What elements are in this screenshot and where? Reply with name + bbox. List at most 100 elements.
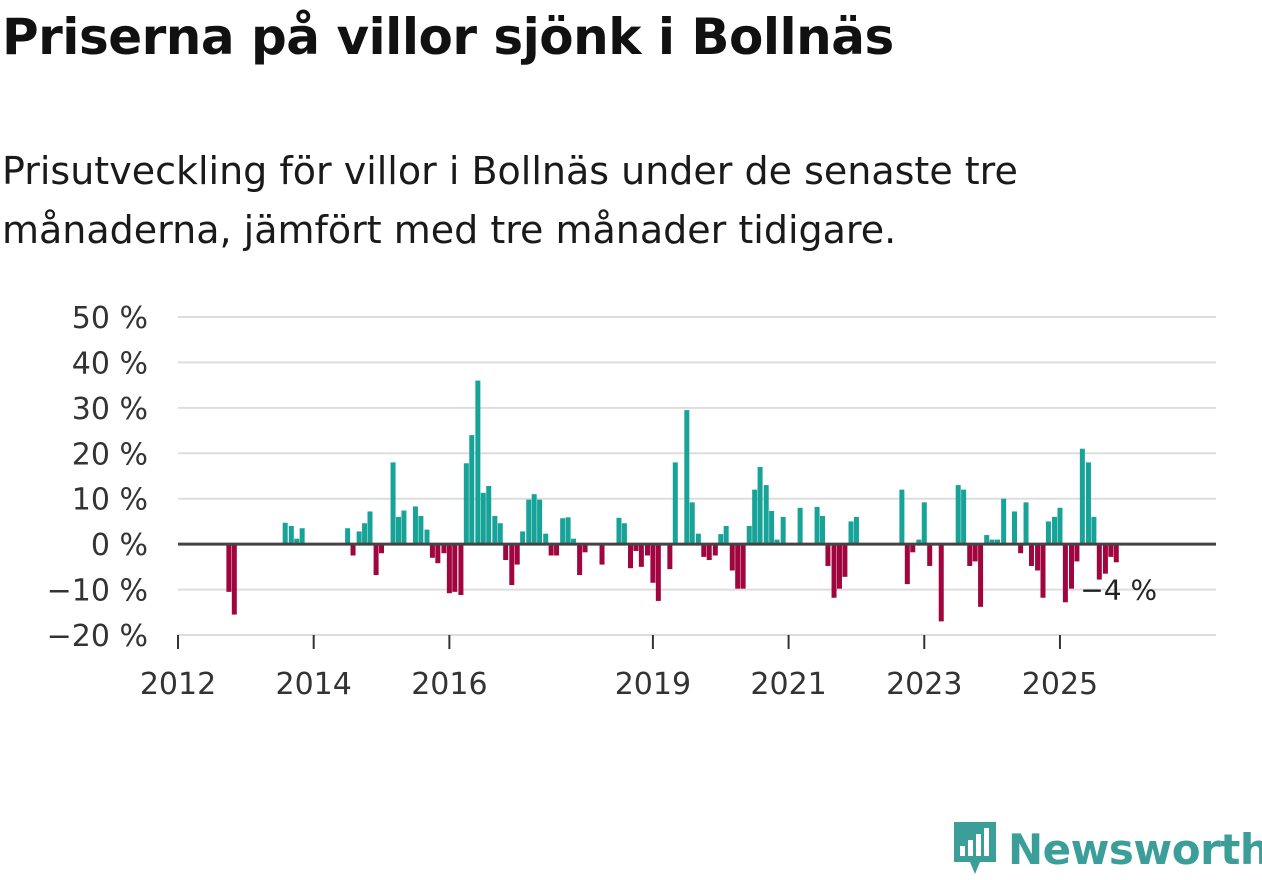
- bar-negative: [712, 544, 718, 556]
- bars: [226, 380, 1119, 622]
- bar-negative: [373, 544, 379, 576]
- bar-positive: [853, 516, 859, 545]
- chart-title: Priserna på villor sjönk i Bollnäs: [2, 8, 894, 66]
- bar-negative: [638, 544, 644, 567]
- bar-positive: [684, 410, 690, 545]
- bar-positive: [475, 380, 481, 545]
- bar-negative: [379, 544, 385, 554]
- bar-positive: [769, 510, 775, 545]
- bar-negative: [1113, 544, 1119, 563]
- bar-positive: [294, 538, 300, 545]
- bar-negative: [458, 544, 464, 596]
- x-tick-label: 2014: [276, 667, 352, 702]
- bar-positive: [367, 511, 373, 545]
- bar-negative: [735, 544, 741, 589]
- bar-positive: [1091, 516, 1097, 545]
- bar-positive: [1085, 462, 1091, 545]
- bar-positive: [899, 489, 905, 545]
- x-tick-label: 2016: [411, 667, 487, 702]
- bar-positive: [621, 523, 627, 545]
- bar-negative: [1068, 544, 1074, 589]
- bar-negative: [554, 544, 560, 556]
- bar-negative: [1062, 544, 1068, 603]
- bar-positive: [689, 502, 695, 545]
- bar-negative: [729, 544, 735, 571]
- bar-positive: [362, 523, 368, 545]
- bar-negative: [1108, 544, 1114, 557]
- bar-positive: [814, 506, 820, 545]
- bar-negative: [509, 544, 515, 586]
- bar-positive: [520, 531, 526, 545]
- bar-positive: [1023, 502, 1029, 545]
- bar-negative: [927, 544, 933, 566]
- newsworthy-logo-icon: [954, 822, 996, 874]
- bar-negative: [452, 544, 458, 592]
- bar-negative: [842, 544, 848, 577]
- bar-negative: [910, 544, 916, 553]
- bar-negative: [978, 544, 984, 607]
- bar-negative: [831, 544, 837, 598]
- bar-positive: [718, 534, 724, 545]
- bar-negative: [655, 544, 661, 601]
- bar-negative: [967, 544, 973, 566]
- bar-positive: [497, 523, 503, 545]
- bar-positive: [848, 521, 854, 545]
- y-tick-label: 10 %: [72, 483, 148, 518]
- y-tick-label: −10 %: [47, 574, 148, 609]
- bar-negative: [231, 544, 237, 615]
- bar-positive: [486, 485, 492, 545]
- bar-positive: [616, 517, 622, 545]
- bar-positive: [989, 539, 995, 545]
- bar-negative: [435, 544, 441, 564]
- bar-positive: [345, 528, 351, 545]
- bar-negative: [503, 544, 509, 561]
- bar-negative: [836, 544, 842, 589]
- bar-positive: [531, 494, 537, 545]
- bar-negative: [577, 544, 583, 576]
- bar-negative: [628, 544, 634, 569]
- bar-positive: [1001, 498, 1007, 545]
- bar-positive: [424, 529, 430, 545]
- gridlines: [178, 316, 1216, 636]
- bar-positive: [412, 506, 418, 545]
- bar-negative: [548, 544, 554, 556]
- bar-positive: [560, 518, 566, 545]
- bar-negative: [599, 544, 605, 565]
- bar-positive: [746, 525, 752, 545]
- bar-positive: [723, 525, 729, 545]
- bar-positive: [469, 435, 475, 545]
- bar-negative: [1035, 544, 1041, 571]
- bar-positive: [1079, 448, 1085, 545]
- bar-positive: [672, 462, 678, 545]
- bar-positive: [543, 533, 549, 545]
- bar-negative: [701, 544, 707, 557]
- bar-negative: [644, 544, 650, 556]
- chart-subtitle: Prisutveckling för villor i Bollnäs unde…: [2, 149, 1018, 252]
- bar-positive: [571, 538, 577, 545]
- bar-positive: [797, 507, 803, 545]
- latest-value-label: −4 %: [1080, 574, 1157, 607]
- bar-positive: [537, 499, 543, 545]
- x-tick-label: 2023: [886, 667, 962, 702]
- y-tick-label: 20 %: [72, 437, 148, 472]
- bar-positive: [288, 525, 294, 545]
- bar-positive: [763, 485, 769, 545]
- bar-negative: [1018, 544, 1024, 554]
- bar-negative: [650, 544, 656, 583]
- y-tick-label: 40 %: [72, 346, 148, 381]
- bar-positive: [1052, 516, 1058, 545]
- bar-positive: [480, 492, 486, 545]
- brand-logo: Newsworthy: [950, 818, 1262, 880]
- bar-positive: [752, 489, 758, 545]
- bar-positive: [356, 531, 362, 545]
- bar-negative: [582, 544, 588, 553]
- bar-negative: [740, 544, 746, 589]
- x-tick-label: 2025: [1022, 667, 1098, 702]
- bar-positive: [695, 533, 701, 545]
- bar-negative: [667, 544, 673, 570]
- bar-positive: [961, 489, 967, 545]
- y-tick-label: 30 %: [72, 392, 148, 427]
- bar-positive: [492, 515, 498, 545]
- bar-positive: [774, 539, 780, 545]
- bar-negative: [1074, 544, 1080, 562]
